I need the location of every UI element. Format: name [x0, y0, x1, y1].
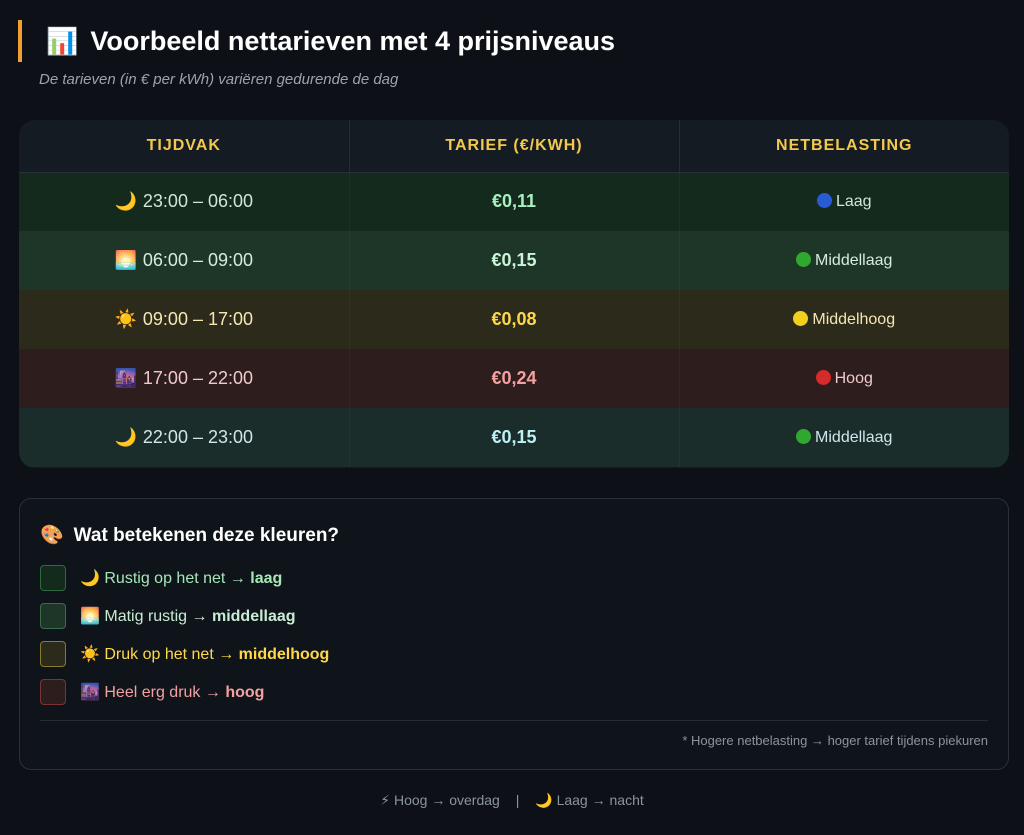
- legend-level: hoog: [225, 684, 265, 701]
- legend-item: ☀️ Druk op het net → middelhoog: [40, 641, 329, 667]
- column-header-tijdvak: Tijdvak: [19, 120, 350, 173]
- load-cell: Laag: [679, 172, 1009, 231]
- price-cell: €0,15: [349, 408, 680, 467]
- footer-separator: |: [515, 792, 520, 808]
- sun-icon: ☀️: [80, 646, 100, 663]
- table-row: 🌙 22:00 – 23:00 €0,15 Middellaag: [19, 408, 1009, 467]
- legend-title-text: Wat betekenen deze kleuren?: [73, 525, 340, 546]
- legend-text: 🌙 Rustig op het net → laag: [80, 570, 283, 587]
- time-label: 06:00 – 09:00: [142, 250, 254, 270]
- load-label: Middellaag: [815, 251, 893, 269]
- color-legend: 🎨 Wat betekenen deze kleuren? 🌙 Rustig op…: [19, 498, 1009, 770]
- load-cell: Hoog: [679, 349, 1009, 408]
- footer-low-text: Laag → nacht: [556, 792, 644, 808]
- page-footer: ⚡ Hoog → overdag | 🌙 Laag → nacht: [0, 792, 1024, 809]
- moon-icon: 🌙: [114, 427, 137, 447]
- page-title: Voorbeeld nettarieven met 4 prijsniveaus: [90, 25, 616, 56]
- load-cell: Middellaag: [679, 408, 1009, 467]
- legend-level: middelhoog: [238, 646, 330, 663]
- yellow-circle-icon: [793, 310, 809, 326]
- time-label: 09:00 – 17:00: [142, 309, 254, 329]
- time-cell: 🌅 06:00 – 09:00: [19, 231, 350, 290]
- moon-icon: 🌙: [114, 191, 137, 212]
- price-cell: €0,08: [349, 290, 680, 349]
- table-row: 🌅 06:00 – 09:00 €0,15 Middellaag: [19, 231, 1009, 290]
- lightning-icon: ⚡: [380, 792, 391, 808]
- load-cell: Middellaag: [679, 231, 1009, 290]
- load-label: Middelhoog: [812, 310, 896, 328]
- table-header-row: Tijdvak Tarief (€/kWh) Netbelasting: [19, 120, 1009, 173]
- color-swatch: [40, 679, 66, 705]
- legend-level: laag: [250, 570, 283, 587]
- time-label: 22:00 – 23:00: [142, 427, 254, 447]
- legend-text: ☀️ Druk op het net → middelhoog: [80, 646, 330, 663]
- city-dusk-icon: 🌆: [80, 684, 100, 701]
- column-header-tarief: Tarief (€/kWh): [349, 120, 680, 173]
- time-cell: 🌙 22:00 – 23:00: [19, 408, 350, 467]
- time-cell: ☀️ 09:00 – 17:00: [19, 290, 350, 349]
- legend-level: middellaag: [211, 608, 296, 625]
- legend-text: 🌆 Heel erg druk → hoog: [80, 684, 265, 701]
- color-swatch: [40, 641, 66, 667]
- color-swatch: [40, 603, 66, 629]
- blue-circle-icon: [816, 192, 832, 208]
- legend-text: 🌅 Matig rustig → middellaag: [80, 608, 296, 625]
- table-row: 🌙 23:00 – 06:00 €0,11 Laag: [19, 172, 1009, 231]
- time-cell: 🌆 17:00 – 22:00: [19, 349, 350, 408]
- sunrise-icon: 🌅: [80, 608, 100, 625]
- legend-item: 🌅 Matig rustig → middellaag: [40, 603, 296, 629]
- price-cell: €0,24: [349, 349, 680, 408]
- load-label: Laag: [835, 192, 872, 210]
- column-header-netbelasting: Netbelasting: [679, 120, 1009, 173]
- load-cell: Middelhoog: [679, 290, 1009, 349]
- moon-icon: 🌙: [80, 570, 100, 587]
- city-dusk-icon: 🌆: [114, 368, 137, 388]
- table-row: 🌆 17:00 – 22:00 €0,24 Hoog: [19, 349, 1009, 408]
- tariff-table: Tijdvak Tarief (€/kWh) Netbelasting 🌙 23:…: [19, 120, 1009, 468]
- legend-title: 🎨 Wat betekenen deze kleuren?: [40, 523, 339, 547]
- price-cell: €0,15: [349, 231, 680, 290]
- palette-icon: 🎨: [40, 525, 64, 546]
- sunrise-icon: 🌅: [114, 250, 137, 270]
- page-header: 📊 Voorbeeld nettarieven met 4 prijsnivea…: [18, 20, 615, 62]
- page-subtitle: De tarieven (in € per kWh) variëren gedu…: [39, 71, 399, 88]
- color-swatch: [40, 565, 66, 591]
- green-circle-icon: [796, 428, 812, 444]
- red-circle-icon: [815, 369, 831, 385]
- sun-icon: ☀️: [114, 309, 137, 329]
- time-label: 23:00 – 06:00: [142, 191, 254, 212]
- load-label: Hoog: [834, 369, 873, 387]
- moon-icon: 🌙: [535, 792, 553, 808]
- load-label: Middellaag: [815, 428, 893, 446]
- footer-high-text: Hoog → overdag: [393, 792, 500, 808]
- table-row: ☀️ 09:00 – 17:00 €0,08 Middelhoog: [19, 290, 1009, 349]
- green-circle-icon: [796, 251, 812, 267]
- legend-item: 🌆 Heel erg druk → hoog: [40, 679, 264, 705]
- time-label: 17:00 – 22:00: [142, 368, 254, 388]
- time-cell: 🌙 23:00 – 06:00: [19, 172, 350, 231]
- price-cell: €0,11: [349, 172, 680, 231]
- legend-footnote: * Hogere netbelasting → hoger tarief tij…: [682, 733, 988, 748]
- legend-item: 🌙 Rustig op het net → laag: [40, 565, 282, 591]
- legend-divider: [40, 720, 988, 721]
- bar-chart-icon: 📊: [46, 25, 79, 56]
